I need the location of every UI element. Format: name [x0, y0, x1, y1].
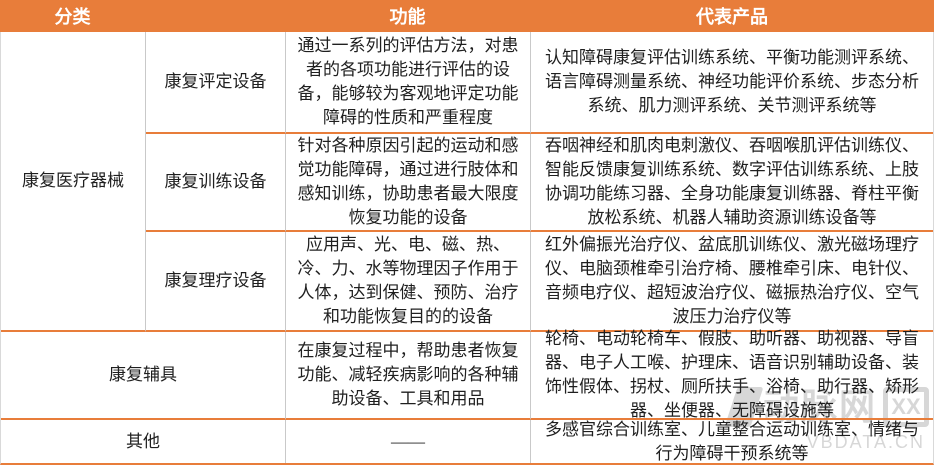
function-cell-other: —— [286, 420, 531, 463]
products-cell-other: 多感官综合训练室、儿童整合运动训练室、情绪与行为障碍干预系统等 [545, 419, 919, 463]
table-header-row: 分类 功能 代表产品 [0, 0, 934, 32]
category-cell-medical-devices: 康复医疗器械 [1, 32, 146, 332]
header-cell-function: 功能 [389, 7, 426, 27]
header-cell-products: 代表产品 [696, 7, 768, 27]
category-cell-assistive-devices: 康复辅具 [1, 332, 286, 420]
header-cell-spacer [145, 0, 285, 32]
subcategory-cell-training: 康复训练设备 [146, 134, 286, 232]
table-body: 动脉网 XX VBDATA.CN 康复医疗器械 康复评定设备 通过一系列的评估方… [0, 32, 934, 465]
products-cell-physiotherapy: 红外偏振光治疗仪、盆底肌训练仪、激光磁场理疗仪、电脑颈椎牵引治疗椅、腰椎牵引床、… [531, 232, 933, 332]
function-cell-training: 针对各种原因引起的运动和感觉功能障碍，通过进行肢体和感知训练，协助患者最大限度恢… [286, 134, 531, 232]
products-cell-assessment: 认知障碍康复评估训练系统、平衡功能测评系统、语言障碍测量系统、神经功能评价系统、… [531, 32, 933, 134]
category-cell-other: 其他 [1, 420, 286, 463]
header-cell-category: 分类 [54, 7, 91, 27]
function-cell-physiotherapy: 应用声、光、电、磁、热、冷、力、水等物理因子作用于人体，达到保健、预防、治疗和功… [286, 232, 531, 332]
products-cell-training: 吞咽神经和肌肉电刺激仪、吞咽喉肌评估训练仪、智能反馈康复训练系统、数字评估训练系… [531, 134, 933, 232]
subcategory-cell-physiotherapy: 康复理疗设备 [146, 232, 286, 332]
products-cell-assistive-devices: 轮椅、电动轮椅车、假肢、助听器、助视器、导盲器、电子人工喉、护理床、语音识别辅助… [531, 329, 933, 420]
function-cell-assistive-devices: 在康复过程中，帮助患者恢复功能、减轻疾病影响的各种辅助设备、工具和用品 [286, 332, 531, 420]
function-cell-assessment: 通过一系列的评估方法，对患者的各项功能进行评估的设备，能够较为客观地评定功能障碍… [286, 32, 531, 134]
subcategory-cell-assessment: 康复评定设备 [146, 32, 286, 134]
